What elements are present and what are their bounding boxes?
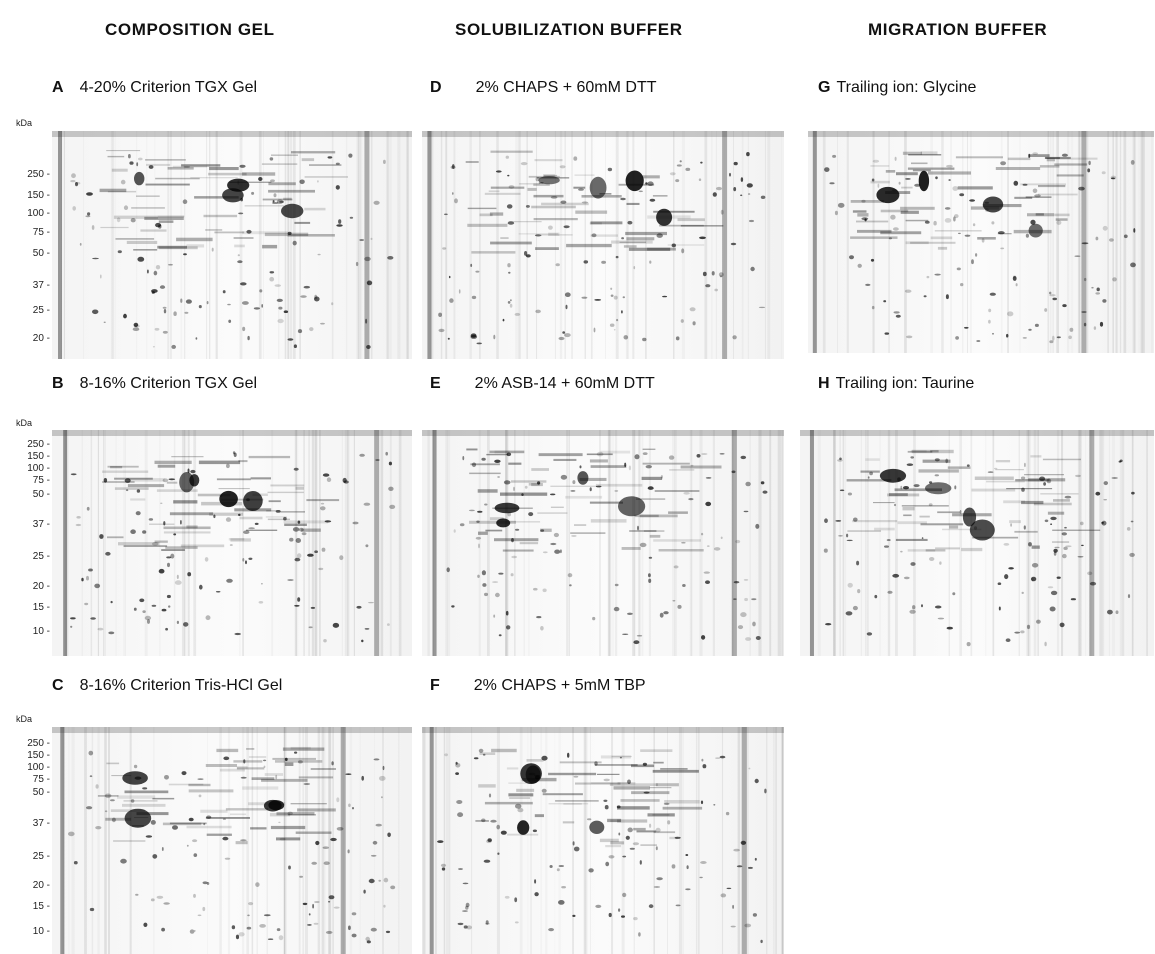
kda-tick: 37 - bbox=[32, 280, 50, 291]
kda-tick: 20 - bbox=[32, 333, 50, 344]
gel-image-d bbox=[422, 131, 784, 359]
kda-tick: 100 - bbox=[27, 762, 50, 773]
kda-tick: 37 - bbox=[32, 818, 50, 829]
gel-svg bbox=[800, 430, 1154, 656]
gel-svg bbox=[52, 727, 412, 954]
gel-svg bbox=[808, 131, 1154, 353]
kda-tick: 75 - bbox=[32, 227, 50, 238]
gel-image-h bbox=[800, 430, 1154, 656]
panel-letter-g: G bbox=[818, 79, 831, 96]
kda-tick: 20 - bbox=[32, 581, 50, 592]
panel-letter-c: C bbox=[52, 677, 64, 694]
kda-tick: 250 - bbox=[27, 439, 50, 450]
kda-tick: 150 - bbox=[27, 750, 50, 761]
panel-letter-f: F bbox=[430, 677, 440, 694]
panel-letter-h: H bbox=[818, 375, 830, 392]
kda-unit-label: kDa bbox=[16, 714, 33, 724]
gel-image-b bbox=[52, 430, 412, 656]
gel-image-g bbox=[808, 131, 1154, 353]
gel-svg bbox=[422, 430, 784, 656]
column-header-migration-buffer: MIGRATION BUFFER bbox=[868, 20, 1048, 39]
panel-caption-e: 2% ASB-14 + 60mM DTT bbox=[474, 375, 655, 392]
kda-tick: 15 - bbox=[32, 602, 50, 613]
panel-caption-g: Trailing ion: Glycine bbox=[836, 79, 977, 96]
kda-tick: 250 - bbox=[27, 738, 50, 749]
kda-tick: 25 - bbox=[32, 551, 50, 562]
panel-letter-e: E bbox=[430, 375, 441, 392]
panel-caption-d: 2% CHAPS + 60mM DTT bbox=[475, 79, 657, 96]
kda-tick: 50 - bbox=[32, 248, 50, 259]
column-header-solubilization-buffer: SOLUBILIZATION BUFFER bbox=[455, 20, 683, 39]
gel-svg bbox=[422, 131, 784, 359]
panel-letter-d: D bbox=[430, 79, 442, 96]
panel-label-d: D 2% CHAPS + 60mM DTT bbox=[430, 79, 657, 97]
kda-tick: 10 - bbox=[32, 626, 50, 637]
kda-tick: 100 - bbox=[27, 463, 50, 474]
panel-letter-b: B bbox=[52, 375, 64, 392]
kda-tick: 50 - bbox=[32, 787, 50, 798]
panel-label-f: F 2% CHAPS + 5mM TBP bbox=[430, 677, 646, 695]
panel-label-h: H Trailing ion: Taurine bbox=[818, 375, 974, 393]
panel-caption-a: 4-20% Criterion TGX Gel bbox=[79, 79, 258, 96]
kda-tick: 250 - bbox=[27, 169, 50, 180]
panel-caption-c: 8-16% Criterion Tris-HCl Gel bbox=[79, 677, 283, 694]
gel-image-f bbox=[422, 727, 784, 954]
kda-tick: 100 - bbox=[27, 208, 50, 219]
kda-tick: 15 - bbox=[32, 901, 50, 912]
kda-tick: 25 - bbox=[32, 851, 50, 862]
panel-label-c: C 8-16% Criterion Tris-HCl Gel bbox=[52, 677, 282, 695]
panel-label-a: A 4-20% Criterion TGX Gel bbox=[52, 79, 257, 97]
kda-unit-label: kDa bbox=[16, 118, 33, 128]
column-header-composition-gel: COMPOSITION GEL bbox=[105, 20, 275, 39]
panel-letter-a: A bbox=[52, 79, 64, 96]
kda-unit-label: kDa bbox=[16, 418, 33, 428]
gel-image-e bbox=[422, 430, 784, 656]
kda-tick: 37 - bbox=[32, 519, 50, 530]
kda-tick: 150 - bbox=[27, 190, 50, 201]
kda-tick: 20 - bbox=[32, 880, 50, 891]
kda-tick: 50 - bbox=[32, 489, 50, 500]
panel-caption-b: 8-16% Criterion TGX Gel bbox=[79, 375, 258, 392]
gel-image-c bbox=[52, 727, 412, 954]
panel-label-e: E 2% ASB-14 + 60mM DTT bbox=[430, 375, 655, 393]
gel-svg bbox=[52, 430, 412, 656]
kda-tick: 75 - bbox=[32, 475, 50, 486]
panel-label-b: B 8-16% Criterion TGX Gel bbox=[52, 375, 257, 393]
panel-caption-h: Trailing ion: Taurine bbox=[835, 375, 975, 392]
kda-tick: 25 - bbox=[32, 305, 50, 316]
kda-tick: 150 - bbox=[27, 451, 50, 462]
kda-tick: 10 - bbox=[32, 926, 50, 937]
panel-label-g: G Trailing ion: Glycine bbox=[818, 79, 976, 97]
gel-svg bbox=[52, 131, 412, 359]
kda-tick: 75 - bbox=[32, 774, 50, 785]
gel-svg bbox=[422, 727, 784, 954]
panel-caption-f: 2% CHAPS + 5mM TBP bbox=[473, 677, 646, 694]
gel-image-a bbox=[52, 131, 412, 359]
